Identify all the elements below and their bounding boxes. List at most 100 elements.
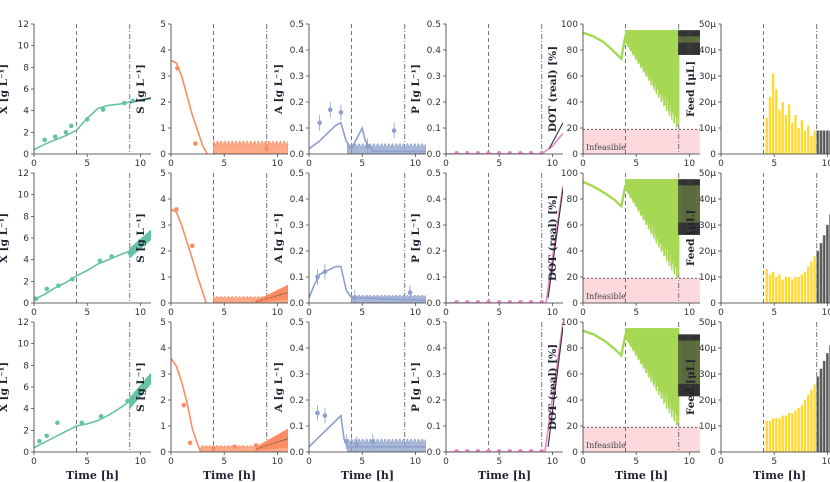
observation-point — [187, 440, 193, 446]
panel-plot-area — [763, 322, 830, 452]
x-tick-label: 0 — [443, 159, 449, 169]
panel-plot-area — [309, 173, 426, 303]
observation-point — [475, 448, 481, 452]
y-tick-label: 0.1 — [427, 422, 441, 432]
feed-bar-late — [816, 376, 820, 452]
y-tick-label: 0.4 — [427, 195, 442, 205]
y-axis-label: A [g L⁻¹] — [273, 362, 285, 413]
model-line — [309, 265, 426, 302]
x-axis-label: Time [h] — [341, 469, 394, 482]
y-tick-label: 0.1 — [290, 422, 304, 432]
y-tick-label: 4 — [160, 195, 166, 205]
feed-bar — [775, 418, 778, 452]
observation-point — [464, 150, 470, 154]
feed-bar-late — [819, 242, 823, 303]
observation-point — [44, 286, 50, 292]
panel-plot-area — [34, 322, 151, 452]
feed-bar — [768, 274, 772, 303]
feed-bar — [794, 410, 797, 452]
y-tick-label: 20μ — [699, 396, 716, 406]
y-tick-label: 20 — [567, 273, 579, 283]
y-tick-label: 0.0 — [290, 150, 305, 160]
observation-point — [518, 150, 523, 154]
y-tick-label: 100 — [561, 169, 578, 179]
observation-point — [518, 448, 523, 452]
late-model-line — [547, 188, 563, 298]
y-tick-label: 60 — [567, 72, 579, 82]
y-tick-label: 50μ — [699, 20, 716, 30]
y-tick-label: 0.0 — [290, 299, 305, 309]
y-tick-label: 0.2 — [427, 396, 441, 406]
y-tick-label: 10μ — [699, 273, 716, 283]
feed-bar — [781, 415, 784, 452]
observation-point — [518, 299, 523, 303]
feed-bar — [768, 96, 772, 154]
feed-bar-late — [825, 224, 829, 303]
late-model-line — [548, 122, 563, 150]
observation-point — [454, 150, 459, 154]
feed-bar — [807, 125, 810, 154]
feed-bar — [803, 130, 807, 154]
y-axis-label: P [g L⁻¹] — [410, 362, 422, 412]
y-tick-label: 0 — [572, 150, 578, 160]
y-tick-label: 2 — [160, 396, 166, 406]
y-tick-label: 8 — [23, 63, 29, 73]
panel-p-row3: 0.0 0.1 0.2 0.3 0.4 0.5 0 5 10 P [g L⁻¹] Time [h] — [410, 318, 563, 482]
y-tick-label: 0 — [710, 150, 716, 160]
y-tick-label: 0.4 — [290, 195, 305, 205]
y-tick-label: 30μ — [699, 370, 716, 380]
y-tick-label: 30μ — [699, 72, 716, 82]
x-axis-label: Time [h] — [478, 469, 531, 482]
feed-bar — [787, 277, 791, 303]
x-tick-label: 10 — [135, 308, 147, 318]
panel-a-row2: 0.0 0.1 0.2 0.3 0.4 0.5 0 5 10 A [g L⁻¹] — [273, 169, 426, 318]
y-axis-label: Feed [μL] — [685, 359, 697, 415]
observation-point — [189, 243, 195, 249]
feed-bar — [771, 418, 775, 452]
y-axis-label: X [g L⁻¹] — [0, 362, 10, 412]
feed-bar — [781, 102, 784, 154]
feed-bar — [810, 261, 813, 303]
panel-plot-area — [34, 173, 151, 303]
observation-point — [55, 420, 60, 426]
x-tick-label: 10 — [135, 159, 147, 169]
y-tick-label: 2 — [23, 277, 29, 287]
feed-bar — [765, 117, 768, 154]
y-tick-label: 0.3 — [290, 72, 304, 82]
feed-bar-late — [822, 235, 826, 303]
y-tick-label: 0.2 — [290, 98, 304, 108]
x-tick-label: 10 — [684, 159, 696, 169]
y-tick-label: 0.5 — [427, 318, 441, 328]
feed-bar — [775, 277, 778, 303]
y-tick-label: 0.2 — [290, 396, 304, 406]
x-tick-label: 0 — [31, 457, 37, 467]
y-tick-label: 0.0 — [427, 150, 442, 160]
y-tick-label: 5 — [160, 169, 166, 179]
panel-s-row3: 0 1 2 3 4 5 0 5 10 S [g L⁻¹] Time [h] — [135, 318, 288, 482]
x-axis-label: Time [h] — [66, 469, 119, 482]
observation-point — [496, 299, 502, 303]
y-tick-label: 0.0 — [427, 299, 442, 309]
y-tick-label: 5 — [160, 20, 166, 30]
panel-plot-area — [446, 322, 563, 452]
observation-point — [98, 413, 104, 419]
y-axis-label: X [g L⁻¹] — [0, 64, 10, 114]
feed-bar — [797, 407, 800, 452]
x-tick-label: 10 — [135, 457, 147, 467]
model-line — [34, 98, 151, 151]
y-axis-label: S [g L⁻¹] — [135, 362, 147, 412]
feed-bar-late — [819, 368, 823, 452]
observation-point — [507, 448, 513, 452]
y-axis-label: Feed [μL] — [685, 210, 697, 266]
feed-bar-late — [816, 130, 820, 154]
y-tick-label: 0 — [23, 150, 29, 160]
panel-s-row1: 0 1 2 3 4 5 0 5 10 S [g L⁻¹] — [135, 20, 288, 169]
y-tick-label: 8 — [23, 212, 29, 222]
feed-bar — [771, 271, 775, 303]
y-tick-label: 0.4 — [290, 46, 305, 56]
x-tick-label: 0 — [443, 308, 449, 318]
y-tick-label: 0.5 — [290, 318, 304, 328]
dot-pre-trace — [583, 31, 627, 62]
